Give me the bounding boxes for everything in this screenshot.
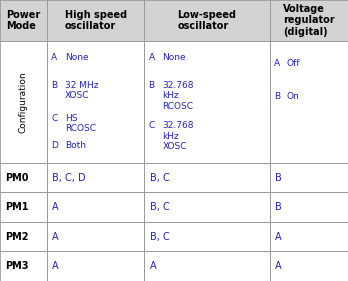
- Bar: [0, 251, 47, 281]
- Bar: [144, 251, 270, 281]
- Bar: [144, 222, 270, 251]
- Text: B, C, D: B, C, D: [52, 173, 86, 183]
- Text: A: A: [52, 261, 59, 271]
- Text: PM2: PM2: [5, 232, 29, 242]
- Bar: [47, 251, 144, 281]
- Bar: [270, 0, 348, 41]
- Bar: [0, 192, 47, 222]
- Text: D: D: [51, 141, 58, 150]
- Bar: [270, 251, 348, 281]
- Bar: [47, 192, 144, 222]
- Bar: [270, 41, 348, 163]
- Text: 32 MHz
XOSC: 32 MHz XOSC: [65, 81, 98, 101]
- Text: PM0: PM0: [5, 173, 29, 183]
- Text: A: A: [52, 202, 59, 212]
- Text: Voltage
regulator
(digital): Voltage regulator (digital): [283, 4, 335, 37]
- Bar: [0, 163, 47, 192]
- Bar: [47, 41, 144, 163]
- Text: B: B: [274, 92, 280, 101]
- Text: None: None: [163, 53, 186, 62]
- Text: C: C: [51, 114, 57, 123]
- Text: High speed
oscillator: High speed oscillator: [65, 10, 127, 31]
- Text: 32.768
kHz
XOSC: 32.768 kHz XOSC: [163, 121, 194, 151]
- Text: A: A: [275, 232, 282, 242]
- Text: Low-speed
oscillator: Low-speed oscillator: [177, 10, 237, 31]
- Text: PM3: PM3: [5, 261, 29, 271]
- Text: PM1: PM1: [5, 202, 29, 212]
- Text: B: B: [51, 81, 57, 90]
- Text: A: A: [51, 53, 57, 62]
- Text: A: A: [275, 261, 282, 271]
- Bar: [144, 41, 270, 163]
- Text: HS
RCOSC: HS RCOSC: [65, 114, 96, 133]
- Bar: [0, 0, 47, 41]
- Text: None: None: [65, 53, 89, 62]
- Bar: [144, 0, 270, 41]
- Text: A: A: [52, 232, 59, 242]
- Bar: [270, 222, 348, 251]
- Text: Configuration: Configuration: [19, 71, 28, 133]
- Bar: [0, 41, 47, 163]
- Bar: [270, 192, 348, 222]
- Bar: [47, 0, 144, 41]
- Bar: [144, 192, 270, 222]
- Bar: [0, 222, 47, 251]
- Text: On: On: [286, 92, 299, 101]
- Text: B, C: B, C: [150, 173, 169, 183]
- Text: Off: Off: [286, 59, 300, 68]
- Text: B: B: [275, 202, 282, 212]
- Bar: [144, 163, 270, 192]
- Text: B, C: B, C: [150, 202, 169, 212]
- Text: A: A: [149, 53, 155, 62]
- Text: B: B: [149, 81, 155, 90]
- Text: B, C: B, C: [150, 232, 169, 242]
- Bar: [47, 222, 144, 251]
- Bar: [47, 163, 144, 192]
- Text: A: A: [150, 261, 156, 271]
- Text: 32.768
kHz
RCOSC: 32.768 kHz RCOSC: [163, 81, 194, 111]
- Text: B: B: [275, 173, 282, 183]
- Text: Power
Mode: Power Mode: [6, 10, 41, 31]
- Bar: [270, 163, 348, 192]
- Text: A: A: [274, 59, 280, 68]
- Text: C: C: [149, 121, 155, 130]
- Text: Both: Both: [65, 141, 86, 150]
